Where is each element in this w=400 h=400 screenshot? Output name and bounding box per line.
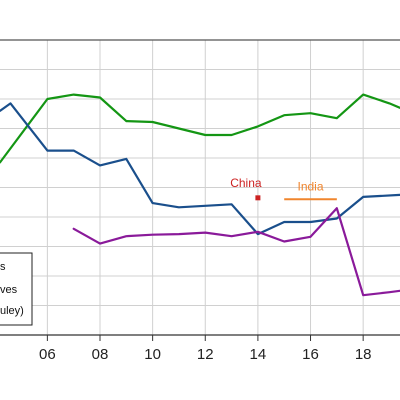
annotation-marker-china — [255, 195, 261, 201]
series-line-1 — [0, 102, 400, 236]
x-tick-label: 12 — [197, 346, 214, 363]
x-tick-label: 16 — [302, 346, 319, 363]
legend-entry: s — [0, 261, 6, 273]
legend: s ves uley) — [0, 252, 33, 326]
x-tick-label: 14 — [250, 346, 267, 363]
x-tick-label: 06 — [39, 346, 56, 363]
legend-box — [0, 252, 33, 326]
x-tick-label: 18 — [355, 346, 372, 363]
grid — [0, 40, 400, 335]
series-line-2 — [72, 207, 400, 297]
series-layer — [0, 93, 400, 297]
legend-entry: uley) — [0, 305, 24, 317]
annotation-label-india: India — [298, 179, 324, 193]
annotation-label-china: China — [230, 176, 262, 190]
x-axis: 06 08 10 12 14 16 18 — [0, 39, 400, 363]
x-tick-label: 08 — [92, 346, 109, 363]
x-tick-label: 10 — [144, 346, 161, 363]
annotations: China India — [230, 176, 337, 201]
series-line-0 — [0, 93, 400, 164]
legend-entry: ves — [0, 284, 18, 296]
